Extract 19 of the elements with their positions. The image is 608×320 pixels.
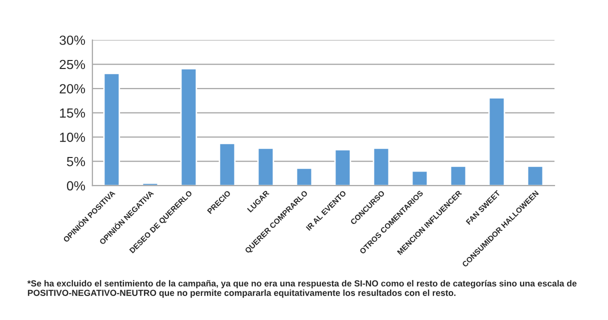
bar [450,165,467,186]
bar [103,72,120,186]
bar [411,170,428,186]
y-tick-label: 0% [66,181,85,191]
bar [180,68,198,186]
y-tick-label: 5% [66,156,85,166]
bar [488,97,506,186]
y-tick-label: 10% [60,132,86,142]
y-tick-label: 30% [60,36,86,45]
y-tick-label: 25% [60,60,86,70]
bar [218,142,236,186]
bar [526,165,544,186]
bar [372,148,390,186]
y-tick-label: 15% [60,108,86,118]
text: *Se ha excluido el sentimiento de la campaña, ya que no era una respuesta de SI-NO como el resto de categorías sino una escala de POSITIVO-NEGATIVO-NEUTRO que no permite compararla equitativamente los resultados con el resto. [27,280,577,298]
bar [334,148,352,186]
y-tick-label: 20% [60,84,86,94]
bar [257,148,274,186]
bar [296,167,313,186]
